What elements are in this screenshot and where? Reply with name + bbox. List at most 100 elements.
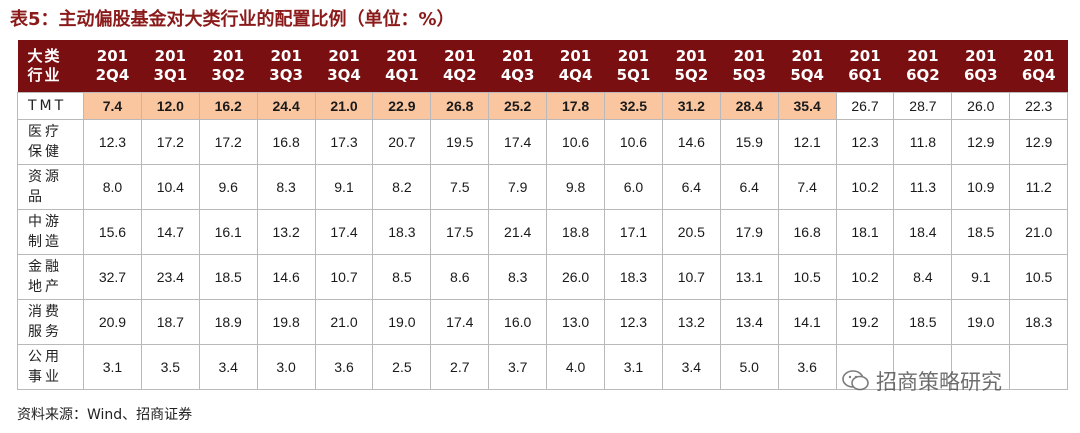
period-header-line1: 201 bbox=[444, 47, 476, 65]
row-label-line: 中游 bbox=[28, 214, 62, 230]
source-note: 资料来源：Wind、招商证券 bbox=[17, 407, 193, 423]
value-cell: 10.2 bbox=[835, 164, 895, 210]
value-cell: 19.8 bbox=[256, 299, 316, 345]
value-cell: 11.3 bbox=[893, 164, 953, 210]
period-header-line2: 6Q4 bbox=[1021, 66, 1056, 84]
value-cell: 2.5 bbox=[372, 344, 432, 390]
value-cell: 21.0 bbox=[314, 92, 374, 120]
value-cell: 10.6 bbox=[546, 119, 606, 165]
period-header-line2: 5Q4 bbox=[790, 66, 824, 84]
row-label-line: 事业 bbox=[28, 369, 62, 385]
value-cell: 15.6 bbox=[83, 209, 142, 255]
period-header-line2: 4Q2 bbox=[442, 66, 477, 84]
period-header: 201 6Q2 bbox=[893, 40, 952, 93]
row-label-line: 制造 bbox=[28, 234, 62, 250]
value-cell: 24.4 bbox=[256, 92, 316, 120]
period-header-line1: 201 bbox=[965, 47, 997, 65]
value-cell: 16.2 bbox=[198, 92, 258, 120]
corner-header: 大类 行业 bbox=[17, 40, 84, 93]
value-cell: 17.8 bbox=[546, 92, 606, 120]
value-cell: 12.9 bbox=[1009, 119, 1069, 165]
value-cell: 18.9 bbox=[198, 299, 258, 345]
value-cell: 26.0 bbox=[951, 92, 1011, 120]
period-header-line1: 201 bbox=[270, 47, 302, 65]
value-cell: 8.3 bbox=[256, 164, 316, 210]
row-label-line: 品 bbox=[28, 189, 45, 205]
value-cell: 18.1 bbox=[835, 209, 895, 255]
period-header-line1: 201 bbox=[733, 47, 765, 65]
value-cell: 18.5 bbox=[893, 299, 953, 345]
value-cell: 11.2 bbox=[1009, 164, 1069, 210]
value-cell: 9.8 bbox=[546, 164, 606, 210]
value-cell: 10.5 bbox=[1009, 254, 1069, 300]
period-header-line1: 201 bbox=[849, 47, 881, 65]
value-cell: 19.0 bbox=[951, 299, 1011, 345]
value-cell: 10.2 bbox=[835, 254, 895, 300]
value-cell: 17.4 bbox=[430, 299, 490, 345]
value-cell: 11.8 bbox=[893, 119, 953, 165]
value-cell: 9.1 bbox=[314, 164, 374, 210]
value-cell: 26.0 bbox=[546, 254, 606, 300]
value-cell: 8.2 bbox=[372, 164, 432, 210]
value-cell: 18.8 bbox=[546, 209, 606, 255]
value-cell: 13.4 bbox=[719, 299, 779, 345]
value-cell: 18.3 bbox=[604, 254, 663, 300]
period-header: 201 4Q4 bbox=[546, 40, 605, 93]
value-cell: 13.2 bbox=[661, 299, 721, 345]
value-cell: 31.2 bbox=[661, 92, 721, 120]
period-header-line1: 201 bbox=[386, 47, 418, 65]
value-cell: 6.4 bbox=[661, 164, 721, 210]
row-label: 金融 地产 bbox=[17, 254, 84, 300]
row-label-line: 消费 bbox=[28, 304, 62, 320]
row-label: 消费 服务 bbox=[17, 299, 84, 345]
value-cell: 17.2 bbox=[140, 119, 200, 165]
row-label-line: 地产 bbox=[28, 279, 62, 295]
value-cell: 8.0 bbox=[83, 164, 142, 210]
period-header-line2: 3Q2 bbox=[211, 66, 246, 84]
value-cell: 20.7 bbox=[372, 119, 432, 165]
value-cell: 5.0 bbox=[719, 344, 779, 390]
period-header-line1: 201 bbox=[502, 47, 534, 65]
period-header-line2: 3Q3 bbox=[269, 66, 303, 84]
corner-header-line2: 行业 bbox=[27, 66, 62, 84]
value-cell: 18.4 bbox=[893, 209, 953, 255]
table-row: 公用 事业 3.1 3.5 3.4 3.0 3.6 2.5 2.7 3.7 4.0 3.1 3.4 5.0… bbox=[17, 344, 1069, 390]
value-cell: 13.0 bbox=[546, 299, 606, 345]
period-header-line1: 201 bbox=[559, 47, 592, 65]
value-cell: 20.5 bbox=[661, 209, 721, 255]
period-header-line1: 201 bbox=[617, 47, 650, 65]
period-header-line1: 201 bbox=[675, 47, 707, 65]
value-cell: 8.4 bbox=[893, 254, 953, 300]
value-cell: 21.0 bbox=[314, 299, 374, 345]
value-cell: 35.4 bbox=[777, 92, 837, 120]
row-label: 医疗 保健 bbox=[17, 119, 84, 165]
value-cell: 2.7 bbox=[430, 344, 490, 390]
value-cell: 6.4 bbox=[719, 164, 779, 210]
period-header: 201 3Q3 bbox=[257, 40, 316, 93]
period-header-line2: 3Q4 bbox=[327, 66, 361, 84]
value-cell: 32.7 bbox=[83, 254, 142, 300]
period-header: 201 4Q3 bbox=[488, 40, 547, 93]
value-cell: 17.5 bbox=[430, 209, 490, 255]
table-title: 表5：主动偏股基金对大类行业的配置比例（单位：%） bbox=[10, 9, 455, 30]
period-header: 201 6Q3 bbox=[951, 40, 1010, 93]
row-label-line: 保健 bbox=[28, 144, 62, 160]
value-cell: 12.3 bbox=[835, 119, 895, 165]
value-cell: 20.9 bbox=[83, 299, 142, 345]
value-cell: 19.2 bbox=[835, 299, 895, 345]
row-label-line: 金融 bbox=[28, 259, 62, 275]
row-label: 中游 制造 bbox=[17, 209, 84, 255]
period-header-line2: 4Q3 bbox=[500, 66, 535, 84]
value-cell: 3.4 bbox=[198, 344, 258, 390]
table-row: 消费 服务 20.9 18.7 18.9 19.8 21.0 19.0 17.4 16.0 13.0… bbox=[17, 299, 1069, 345]
period-header-line1: 201 bbox=[96, 47, 129, 65]
allocation-table-container: 大类 行业 201 2Q4 201 3Q1 201 3Q2 201 3Q3 201 3Q4 201 4… bbox=[17, 40, 1069, 390]
period-header: 201 4Q1 bbox=[372, 40, 431, 93]
value-cell: 18.5 bbox=[198, 254, 258, 300]
value-cell: 17.1 bbox=[604, 209, 663, 255]
value-cell: 12.3 bbox=[604, 299, 663, 345]
watermark-text: 招商策略研究 bbox=[876, 370, 1002, 394]
value-cell: 3.7 bbox=[488, 344, 548, 390]
value-cell: 9.6 bbox=[198, 164, 258, 210]
value-cell: 28.7 bbox=[893, 92, 953, 120]
